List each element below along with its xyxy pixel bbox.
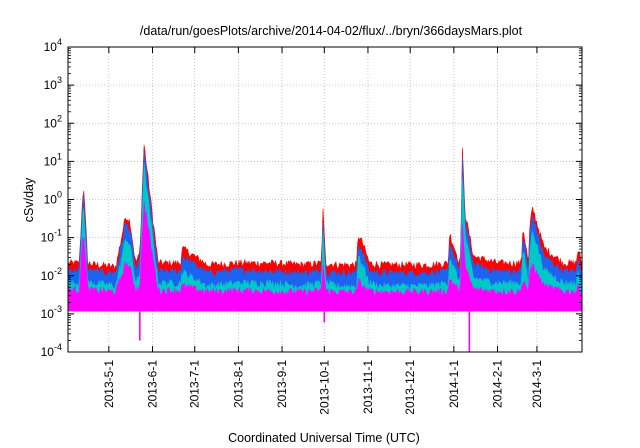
y-tick-label: 10-1	[41, 228, 62, 245]
x-tick-label: 2013-10-1	[317, 360, 331, 415]
x-tick-label: 2013-9-1	[275, 360, 289, 408]
series-area	[67, 201, 583, 312]
y-tick-label: 102	[44, 113, 62, 130]
x-tick-label: 2013-7-1	[188, 360, 202, 408]
x-tick-labels: 2013-5-1 2013-6-1 2013-7-1 2013-8-1 2013-9-1…	[102, 360, 544, 415]
y-tick-label: 10-3	[41, 304, 62, 321]
axes	[67, 46, 583, 353]
y-tick-label: 103	[44, 75, 62, 92]
plot-frame	[67, 46, 583, 353]
y-tick-label: 10-2	[41, 266, 62, 283]
y-tick-labels: 10-4 10-3 10-2 10-1 100 101 102 103 104	[41, 37, 62, 359]
x-tick-label: 2013-12-1	[403, 360, 417, 415]
x-tick-label: 2014-2-1	[491, 360, 505, 408]
chart-title: /data/run/goesPlots/archive/2014-04-02/f…	[140, 24, 523, 38]
y-tick-label: 101	[44, 151, 62, 168]
y-tick-label: 10-4	[41, 342, 62, 359]
series-layer	[67, 144, 583, 352]
y-tick-label: 100	[44, 190, 62, 207]
x-tick-label: 2013-11-1	[361, 360, 375, 414]
x-tick-label: 2013-8-1	[231, 360, 245, 408]
x-tick-label: 2013-6-1	[145, 360, 159, 408]
y-axis-label: cSv/day	[22, 177, 36, 222]
series-area	[67, 163, 583, 312]
x-tick-label: 2013-5-1	[102, 360, 116, 408]
y-tick-label: 104	[44, 37, 62, 54]
x-tick-label: 2014-3-1	[530, 360, 544, 408]
x-tick-label: 2014-1-1	[447, 360, 461, 408]
x-axis-label: Coordinated Universal Time (UTC)	[228, 431, 420, 445]
